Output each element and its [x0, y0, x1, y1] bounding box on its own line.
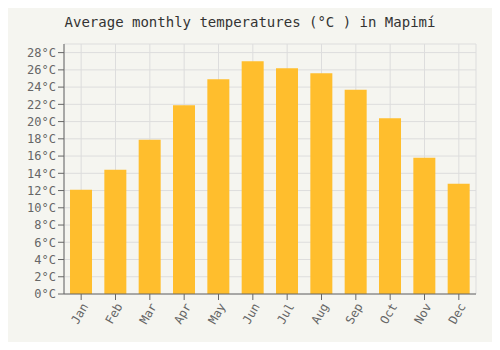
svg-text:24°C: 24°C — [27, 80, 56, 94]
svg-text:2°C: 2°C — [34, 270, 56, 284]
svg-text:20°C: 20°C — [27, 115, 56, 129]
svg-text:Apr: Apr — [171, 301, 194, 327]
svg-text:4°C: 4°C — [34, 253, 56, 267]
svg-text:Sep: Sep — [343, 301, 366, 327]
svg-text:May: May — [206, 301, 229, 327]
svg-text:Feb: Feb — [103, 301, 126, 327]
svg-text:6°C: 6°C — [34, 236, 56, 250]
html-text:Average monthly temperatures (: Average monthly temperatures (°C ) in Ma… — [64, 14, 436, 30]
svg-text:Jan: Jan — [68, 301, 91, 327]
svg-text:10°C: 10°C — [27, 201, 56, 215]
svg-text:Jun: Jun — [240, 301, 263, 327]
svg-text:16°C: 16°C — [27, 149, 56, 163]
svg-text:Jul: Jul — [274, 301, 297, 327]
svg-text:Dec: Dec — [446, 301, 469, 327]
svg-text:Oct: Oct — [377, 301, 400, 327]
svg-text:Aug: Aug — [309, 301, 332, 327]
svg-text:Nov: Nov — [412, 301, 435, 327]
svg-text:22°C: 22°C — [27, 98, 56, 112]
svg-text:18°C: 18°C — [27, 132, 56, 146]
svg-text:26°C: 26°C — [27, 63, 56, 77]
svg-text:Mar: Mar — [137, 301, 160, 327]
svg-text:0°C: 0°C — [34, 287, 56, 301]
svg-text:8°C: 8°C — [34, 218, 56, 232]
svg-text:14°C: 14°C — [27, 167, 56, 181]
svg-text:28°C: 28°C — [27, 46, 56, 60]
svg-text:12°C: 12°C — [27, 184, 56, 198]
